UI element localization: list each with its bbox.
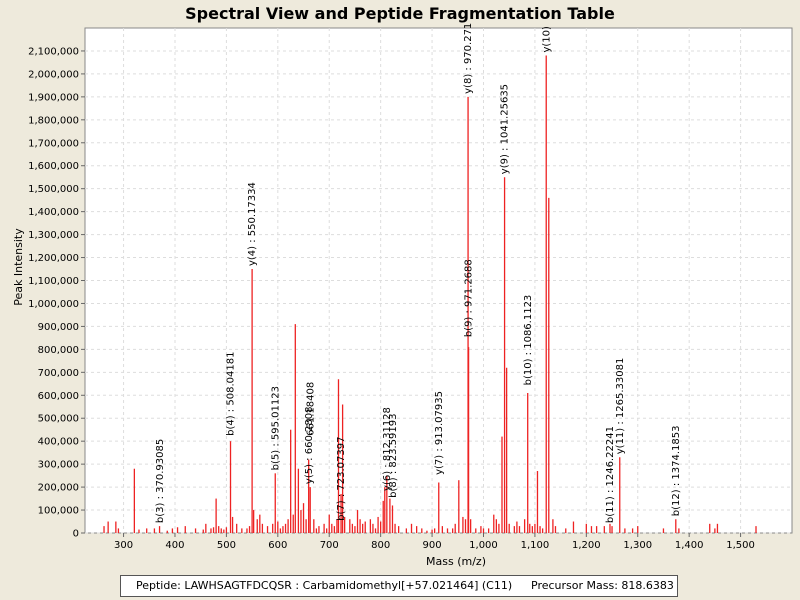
- legend-box: Peptide: LAWHSAGTFDCQSR : Carbamidomethy…: [120, 575, 678, 597]
- y-tick-label: 1,300,000: [28, 230, 79, 241]
- fragment-label: b(5) : 595.01123: [270, 386, 281, 470]
- peak-bars: [103, 55, 757, 533]
- x-tick-label: 300: [114, 540, 133, 551]
- y-tick-label: 1,000,000: [28, 299, 79, 310]
- x-tick-label: 800: [371, 540, 390, 551]
- fragment-label: b(9) : 971.2688: [464, 259, 475, 337]
- fragment-label: b(7) : 723.07397: [336, 436, 347, 520]
- y-tick-label: 1,600,000: [28, 161, 79, 172]
- y-tick-label: 600,000: [38, 391, 79, 402]
- fragment-label: y(11) : 1265.33081: [615, 358, 626, 455]
- fragment-label: b(10) : 1086.1123: [523, 295, 534, 386]
- grid-lines: [85, 28, 792, 534]
- y-tick-label: 2,100,000: [28, 46, 79, 57]
- fragment-label: y(8) : 970.271: [463, 23, 474, 94]
- precursor-mass-label: Precursor Mass: 818.6383: [531, 579, 674, 592]
- y-tick-label: 2,000,000: [28, 69, 79, 80]
- fragment-label: b(3) : 370.93085: [155, 439, 166, 523]
- x-tick-label: 1,500: [726, 540, 755, 551]
- x-tick-label: 1,200: [572, 540, 601, 551]
- x-tick-label: 700: [320, 540, 339, 551]
- fragment-label: y(10): [541, 26, 552, 53]
- y-tick-label: 700,000: [38, 368, 79, 379]
- y-tick-label: 1,100,000: [28, 276, 79, 287]
- y-tick-label: 1,200,000: [28, 253, 79, 264]
- y-tick-label: 1,900,000: [28, 92, 79, 103]
- x-tick-label: 1,400: [675, 540, 704, 551]
- x-axis-ticks: 300 400 500 600 700 800 900 1,000 1,100 1,200 1,30…: [114, 533, 755, 551]
- y-tick-label: 0: [73, 529, 79, 540]
- y-tick-label: 1,400,000: [28, 207, 79, 218]
- x-tick-label: 900: [423, 540, 442, 551]
- fragment-label: y(9) : 1041.25635: [500, 84, 511, 174]
- x-tick-label: 400: [165, 540, 184, 551]
- x-tick-label: 1,000: [469, 540, 498, 551]
- y-axis-label: Peak Intensity: [12, 228, 25, 306]
- fragment-label: b(11) : 1246.22241: [605, 426, 616, 523]
- y-tick-label: 900,000: [38, 322, 79, 333]
- fragment-annotations: b(3) : 370.93085 b(4) : 508.04181 y(4) : 5…: [155, 23, 682, 523]
- fragment-label: y(4) : 550.17334: [247, 182, 258, 266]
- y-tick-label: 1,700,000: [28, 138, 79, 149]
- y-tick-label: 400,000: [38, 437, 79, 448]
- y-tick-label: 800,000: [38, 345, 79, 356]
- x-tick-label: 1,300: [623, 540, 652, 551]
- x-tick-label: 1,100: [521, 540, 550, 551]
- y-tick-label: 200,000: [38, 483, 79, 494]
- y-tick-label: 1,800,000: [28, 115, 79, 126]
- fragment-label: b(8) : 823.59193: [388, 414, 399, 498]
- y-tick-label: 300,000: [38, 460, 79, 471]
- x-tick-label: 600: [268, 540, 287, 551]
- y-tick-label: 500,000: [38, 414, 79, 425]
- fragment-label: y(7) : 913.07935: [434, 391, 445, 475]
- fragment-label: y(5) : 660.2808: [304, 407, 315, 485]
- chart-title: Spectral View and Peptide Fragmentation …: [185, 4, 615, 23]
- x-axis-label: Mass (m/z): [426, 555, 486, 568]
- fragment-label: 661.18408: [305, 382, 316, 436]
- x-tick-label: 500: [217, 540, 236, 551]
- fragment-label: b(4) : 508.04181: [226, 352, 237, 436]
- fragment-label: b(12) : 1374.1853: [671, 426, 682, 517]
- y-tick-label: 1,500,000: [28, 184, 79, 195]
- y-axis-ticks: 0 100,000 200,000 300,000 400,000 500,000 600,…: [28, 46, 85, 540]
- spectrum-chart: Spectral View and Peptide Fragmentation …: [12, 4, 793, 568]
- fragment-label: y(6) : 812.31128: [382, 407, 393, 491]
- peptide-label: Peptide: LAWHSAGTFDCQSR : Carbamidomethy…: [136, 579, 513, 592]
- y-tick-label: 100,000: [38, 506, 79, 517]
